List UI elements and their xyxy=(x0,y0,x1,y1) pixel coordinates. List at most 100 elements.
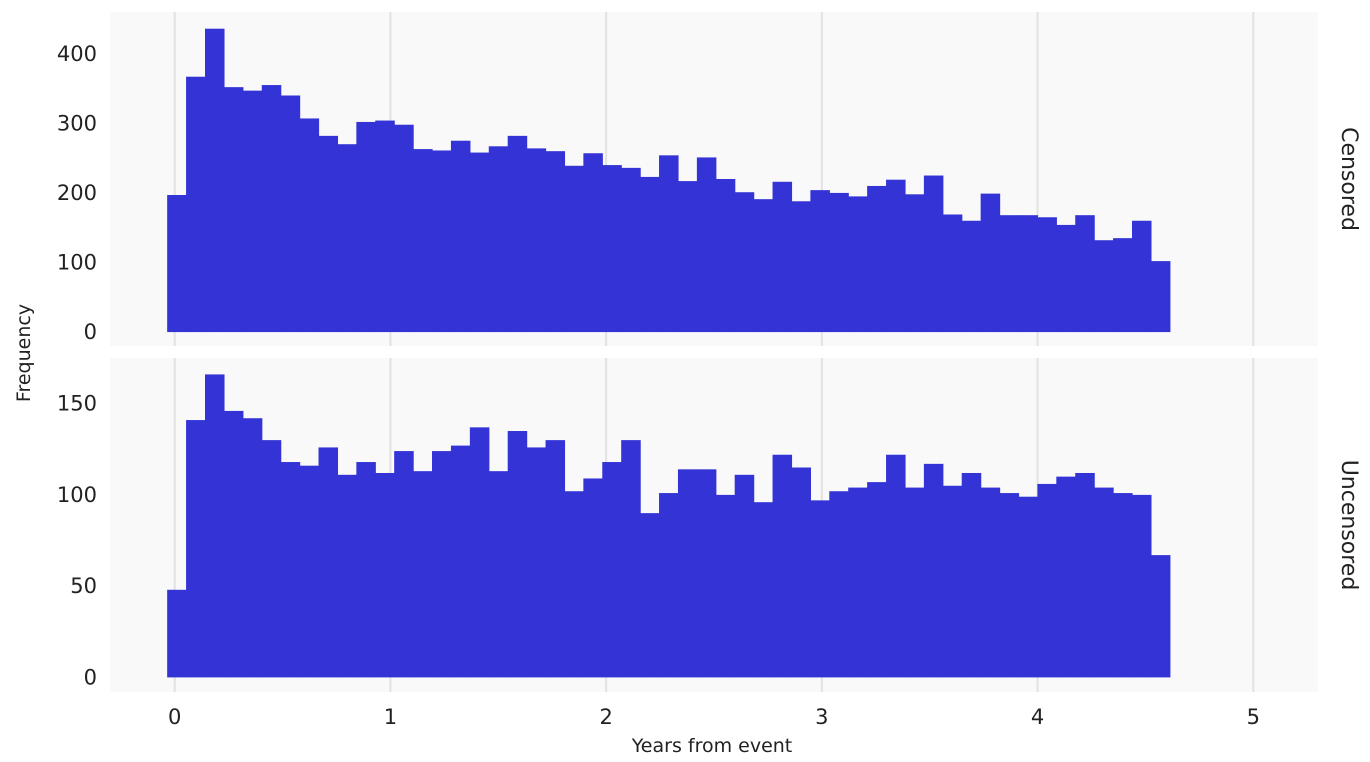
histogram-bar xyxy=(999,215,1020,333)
x-tick-label: 3 xyxy=(815,705,828,729)
histogram-bar xyxy=(640,176,660,333)
histogram-bar xyxy=(602,165,622,333)
histogram-bar xyxy=(942,485,963,678)
histogram-bar xyxy=(715,494,736,678)
histogram-bar xyxy=(1094,487,1114,678)
histogram-bar xyxy=(507,135,528,333)
histogram-bar xyxy=(205,374,225,678)
histogram-bar xyxy=(659,155,679,333)
histogram-bar xyxy=(753,199,774,333)
facet-panel-censored: 0 100 200 300 400 Censored xyxy=(57,12,1361,346)
histogram-bar xyxy=(299,465,320,678)
histogram-bar xyxy=(356,462,376,678)
histogram-bar xyxy=(1150,261,1171,333)
histogram-bar xyxy=(280,95,301,333)
histogram-bar xyxy=(621,440,641,678)
y-tick-label: 0 xyxy=(84,320,97,344)
histogram-bar xyxy=(413,471,433,678)
histogram-bar xyxy=(583,153,603,333)
histogram-bar xyxy=(1150,555,1171,678)
histogram-bar xyxy=(1131,220,1152,333)
histogram-bar xyxy=(791,201,811,333)
histogram-bar xyxy=(696,469,717,678)
histogram-bar xyxy=(772,454,793,678)
histogram-bar xyxy=(356,121,376,333)
histogram-bars xyxy=(167,374,1171,678)
histogram-bar xyxy=(469,427,490,678)
y-tick-label: 0 xyxy=(84,665,97,689)
x-tick-label: 0 xyxy=(168,705,181,729)
histogram-bar xyxy=(867,482,887,678)
histogram-bar xyxy=(602,462,622,678)
y-tick-label: 100 xyxy=(57,251,97,275)
histogram-bar xyxy=(753,502,774,678)
histogram-bar xyxy=(886,179,906,333)
y-tick-label: 400 xyxy=(57,42,97,66)
histogram-bar xyxy=(526,447,547,678)
histogram-bar xyxy=(394,451,414,678)
histogram-bar xyxy=(186,420,206,678)
histogram-bar xyxy=(1037,483,1057,678)
histogram-bar xyxy=(734,474,755,678)
histogram-bar xyxy=(545,151,566,333)
x-tick-label: 1 xyxy=(384,705,397,729)
histogram-bar xyxy=(375,120,395,333)
histogram-bar xyxy=(432,451,452,678)
histogram-bar xyxy=(488,471,509,678)
histogram-bar xyxy=(1131,494,1152,678)
histogram-bar xyxy=(904,487,925,678)
x-tick-label: 4 xyxy=(1031,705,1044,729)
histogram-bar xyxy=(1018,496,1038,678)
histogram-bar xyxy=(621,167,641,333)
histogram-bar xyxy=(488,146,509,333)
histogram-bar xyxy=(1056,224,1076,333)
histogram-bar xyxy=(375,472,395,678)
histogram-bar xyxy=(1018,215,1038,333)
histogram-bar xyxy=(980,487,1001,678)
histogram-bar xyxy=(942,214,963,333)
histogram-bar xyxy=(167,589,187,678)
histogram-bar xyxy=(450,445,471,678)
histogram-bar xyxy=(318,135,339,333)
x-tick-label: 2 xyxy=(599,705,612,729)
histogram-bar xyxy=(923,463,944,678)
facet-panels: 0 100 200 300 400 Censored 0 50 100 150 Uncensored xyxy=(57,12,1361,692)
y-tick-label: 100 xyxy=(57,483,97,507)
histogram-bar xyxy=(242,418,263,678)
histogram-bar xyxy=(848,196,868,333)
histogram-bar xyxy=(829,192,849,333)
histogram-bar xyxy=(1056,476,1076,678)
histogram-bar xyxy=(1113,238,1133,333)
histogram-bar xyxy=(999,493,1020,678)
histogram-bar xyxy=(583,478,603,678)
histogram-bar xyxy=(318,447,339,678)
histogram-bar xyxy=(904,194,925,333)
histogram-bar xyxy=(261,440,282,678)
histogram-bar xyxy=(659,493,679,678)
histogram-bar xyxy=(205,28,225,333)
histogram-bar xyxy=(886,454,906,678)
histogram-bar xyxy=(829,491,849,678)
x-axis: 0 1 2 3 4 5 xyxy=(168,705,1260,729)
histogram-bar xyxy=(980,193,1001,333)
facet-strip-label: Uncensored xyxy=(1336,460,1361,591)
histogram-bar xyxy=(1075,215,1095,333)
histogram-bar xyxy=(469,152,490,333)
histogram-bar xyxy=(640,513,660,678)
histogram-bar xyxy=(507,431,528,678)
histogram-bar xyxy=(526,148,547,333)
histogram-bar xyxy=(848,487,868,678)
histogram-bar xyxy=(791,467,811,678)
histogram-bar xyxy=(961,220,982,333)
histogram-bar xyxy=(223,87,244,333)
histogram-bar xyxy=(564,165,584,333)
histogram-bar xyxy=(1113,493,1133,678)
histogram-bar xyxy=(1037,217,1057,333)
histogram-bar xyxy=(280,462,301,678)
histogram-bar xyxy=(337,474,357,678)
x-axis-title: Years from event xyxy=(631,735,793,757)
y-axis-title: Frequency xyxy=(13,304,35,402)
histogram-bar xyxy=(564,491,584,678)
histogram-bar xyxy=(961,472,982,678)
